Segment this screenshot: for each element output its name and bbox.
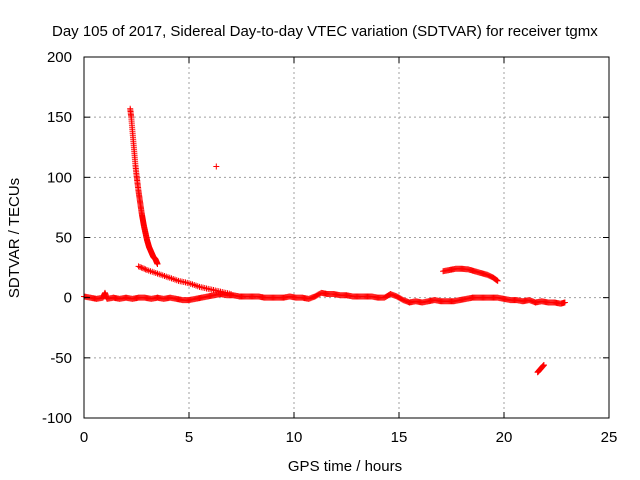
y-tick-label: 0 <box>64 290 72 307</box>
series <box>135 263 234 298</box>
data-point <box>154 260 161 267</box>
data-point <box>494 277 501 284</box>
data-point <box>493 276 500 283</box>
series <box>534 362 547 376</box>
data-point <box>142 266 149 273</box>
axis-ticks: 0 5 10 15 20 25 -100 -50 0 50 100 150 200 <box>42 49 617 446</box>
x-tick-label: 20 <box>496 429 513 446</box>
y-tick-label: 200 <box>47 49 72 66</box>
y-tick-label: 150 <box>47 109 72 126</box>
series <box>213 163 220 170</box>
series <box>127 105 161 267</box>
x-tick-label: 15 <box>391 429 408 446</box>
y-tick-label: -50 <box>50 350 72 367</box>
y-axis-label: SDTVAR / TECUs <box>6 178 23 298</box>
chart-title: Day 105 of 2017, Sidereal Day-to-day VTE… <box>52 23 598 40</box>
data-point <box>228 291 234 298</box>
y-tick-label: 100 <box>47 169 72 186</box>
data-point <box>137 263 143 270</box>
x-tick-label: 10 <box>286 429 303 446</box>
x-tick-label: 5 <box>185 429 193 446</box>
data-point <box>540 362 547 369</box>
y-tick-label: -100 <box>42 410 72 427</box>
data-point <box>213 163 220 170</box>
data-point <box>561 299 568 306</box>
x-axis-label: GPS time / hours <box>288 458 402 475</box>
data-point <box>135 263 142 270</box>
series <box>440 265 501 284</box>
data-point <box>494 277 500 284</box>
data-point <box>138 264 145 271</box>
data-point <box>141 265 148 272</box>
series <box>81 289 568 307</box>
y-tick-label: 50 <box>55 230 72 247</box>
grid-lines <box>84 57 609 418</box>
x-tick-label: 25 <box>601 429 618 446</box>
data-point <box>139 265 146 272</box>
x-tick-label: 0 <box>80 429 88 446</box>
data-points <box>81 105 568 376</box>
